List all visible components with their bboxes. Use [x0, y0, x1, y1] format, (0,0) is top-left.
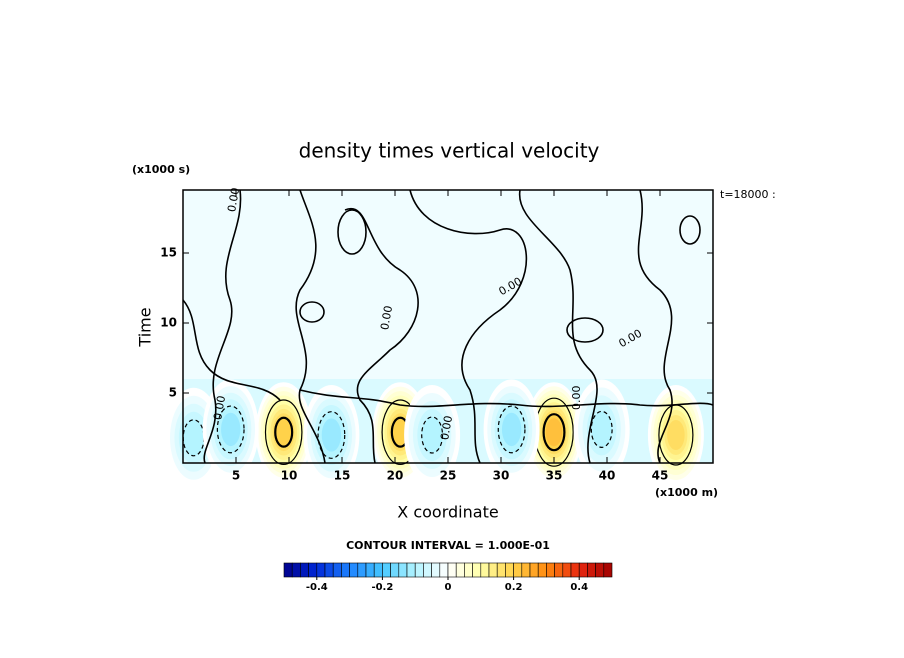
chart-title: density times vertical velocity	[299, 139, 600, 163]
colorbar-box	[390, 562, 400, 578]
colorbar-box	[357, 562, 367, 578]
colorbar-box	[521, 562, 531, 578]
colorbar-box	[316, 562, 326, 578]
colorbar-box	[562, 562, 572, 578]
contour-line	[299, 301, 325, 323]
contour-line	[409, 189, 528, 464]
contour-line	[203, 189, 242, 464]
colorbar-box	[439, 562, 449, 578]
x-tick-label: 40	[599, 469, 616, 483]
contour-line	[337, 209, 367, 255]
colorbar-box	[365, 562, 375, 578]
colorbar-box	[431, 562, 441, 578]
contour-label: 0.00	[225, 187, 242, 213]
colorbar-tick-label: -0.2	[371, 582, 393, 593]
x-unit: (x1000 m)	[655, 486, 718, 499]
x-tick-label: 45	[652, 469, 669, 483]
contour-label: 0.00	[438, 415, 455, 441]
colorbar-box	[464, 562, 473, 578]
contour-line	[295, 189, 326, 464]
contour-line	[679, 215, 701, 245]
extremum-level	[501, 412, 522, 447]
colorbar-box	[414, 562, 424, 578]
colorbar-box	[341, 562, 350, 578]
colorbar-box	[349, 562, 359, 578]
contour-label: 0.00	[570, 386, 583, 411]
colorbar-box	[291, 562, 301, 578]
colorbar-box	[505, 562, 514, 578]
extremum-level	[182, 419, 205, 457]
y-tick-label: 15	[160, 246, 177, 260]
colorbar-box	[529, 562, 539, 578]
y-tick-label: 5	[169, 386, 177, 400]
x-tick-label: 35	[546, 469, 563, 483]
colorbar-box	[423, 562, 432, 578]
colorbar-box	[480, 562, 490, 578]
contour-line	[182, 299, 281, 401]
colorbar-box	[300, 562, 309, 578]
time-note: t=18000 :	[720, 188, 776, 201]
colorbar-box	[537, 562, 547, 578]
colorbar-box	[283, 562, 293, 578]
extremum-level	[545, 418, 563, 447]
extremum-level	[667, 420, 685, 450]
colorbar-tick-label: 0.2	[505, 582, 523, 593]
colorbar-box	[513, 562, 523, 578]
x-tick-label: 10	[281, 469, 298, 483]
contour-line	[299, 389, 714, 408]
colorbar-box	[406, 562, 416, 578]
colorbar-tick-label: 0	[445, 582, 452, 593]
colorbar-tick-label: 0.4	[570, 582, 588, 593]
x-tick-label: 30	[493, 469, 510, 483]
x-tick-label: 5	[232, 469, 240, 483]
x-axis-label: X coordinate	[397, 503, 498, 522]
colorbar-box	[324, 562, 334, 578]
colorbar-box	[447, 562, 457, 578]
x-tick-label: 15	[334, 469, 351, 483]
colorbar-box	[587, 562, 596, 578]
contour-interval: CONTOUR INTERVAL = 1.000E-01	[346, 539, 550, 552]
y-tick-label: 10	[160, 316, 177, 330]
colorbar-box	[373, 562, 383, 578]
x-tick-label: 20	[387, 469, 404, 483]
colorbar-box	[578, 562, 588, 578]
colorbar-box	[595, 562, 605, 578]
colorbar-box	[603, 562, 613, 578]
extremum-level	[221, 412, 241, 447]
contour-line	[519, 189, 598, 464]
colorbar-tick-label: -0.4	[306, 582, 328, 593]
colorbar-box	[382, 562, 391, 578]
extremum-level	[590, 410, 613, 448]
contour-line	[637, 189, 673, 464]
extremum-level	[421, 416, 444, 454]
extremum-level	[274, 416, 294, 448]
extremum-level	[321, 418, 342, 452]
colorbar-box	[308, 562, 318, 578]
colorbar-box	[546, 562, 555, 578]
colorbar-box	[554, 562, 564, 578]
colorbar-box	[398, 562, 408, 578]
y-axis-label: Time	[136, 307, 155, 347]
x-tick-label: 25	[440, 469, 457, 483]
colorbar-box	[455, 562, 465, 578]
field	[165, 190, 713, 488]
colorbar-box	[570, 562, 580, 578]
y-unit: (x1000 s)	[132, 163, 190, 176]
contour-label: 0.00	[378, 305, 395, 331]
contour-line	[566, 317, 604, 343]
colorbar-box	[496, 562, 506, 578]
colorbar-box	[488, 562, 498, 578]
contour-line	[344, 207, 419, 464]
colorbar-box	[472, 562, 482, 578]
contour-label: 0.00	[211, 395, 228, 421]
colorbar-box	[332, 562, 342, 578]
contour-lines	[182, 189, 714, 464]
